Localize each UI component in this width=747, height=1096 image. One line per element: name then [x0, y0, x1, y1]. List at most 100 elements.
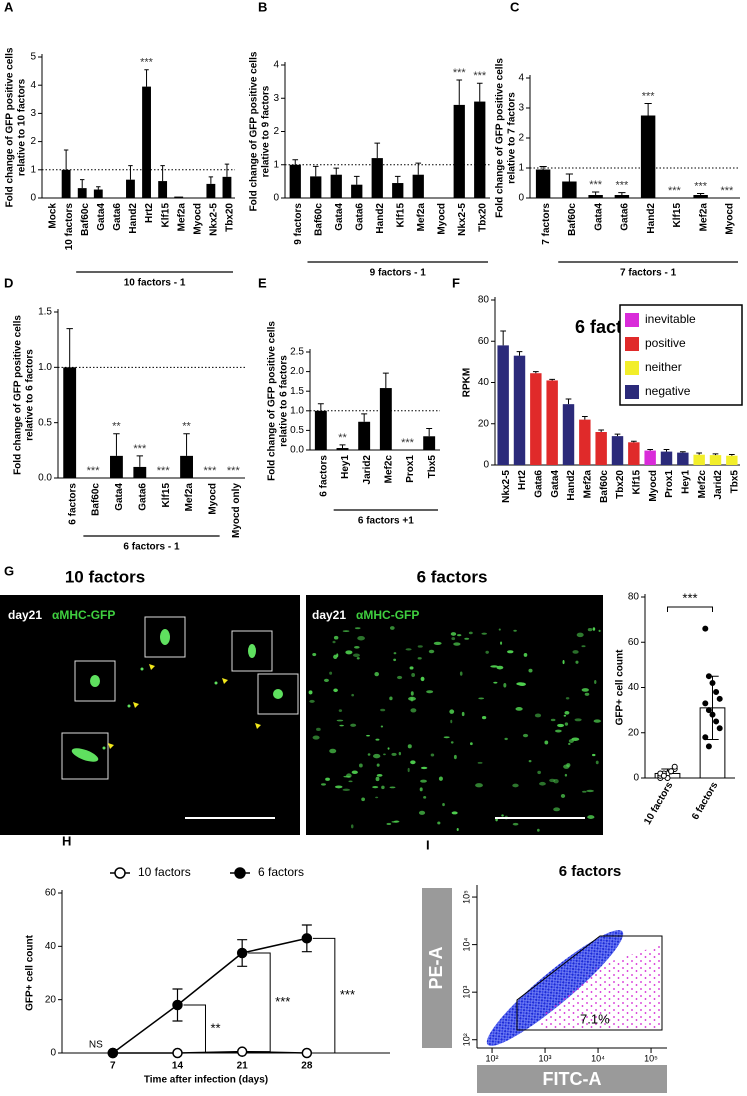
error-bar [317, 403, 324, 411]
y-tick-label: 0 [518, 193, 524, 204]
cell-spot [477, 761, 483, 764]
bar [640, 115, 656, 198]
y-tick-label: 3 [30, 108, 36, 119]
cell-spot [410, 708, 417, 713]
legend-marker [114, 867, 126, 879]
arrowheads [108, 664, 261, 749]
image-title: 10 factors [65, 567, 145, 586]
data-point [671, 763, 678, 770]
cell-spot [333, 635, 339, 640]
data-point [716, 725, 723, 732]
error-bar [565, 398, 572, 405]
y-tick-label: 1 [273, 159, 279, 170]
cell-spot [342, 630, 350, 632]
cell-spot [528, 668, 533, 673]
bar [61, 169, 71, 198]
bar [726, 455, 738, 465]
cell-spot [398, 751, 402, 756]
x-tick-label: 10⁵ [644, 1053, 658, 1063]
error-bar [128, 165, 133, 180]
bar [289, 164, 301, 198]
image-title: 6 factors [417, 567, 488, 586]
bar [530, 373, 542, 465]
significance: *** [401, 437, 415, 449]
error-bar [353, 175, 360, 185]
cell-spot [594, 680, 597, 684]
group-label: 9 factors - 1 [370, 268, 427, 279]
error-bar [415, 162, 422, 175]
error-bar [224, 163, 230, 177]
cell-spot [329, 671, 333, 675]
cell-spot [354, 646, 360, 649]
bar [412, 174, 424, 198]
image-marker: αMHC-GFP [52, 608, 115, 622]
data-point [705, 743, 712, 750]
significance: *** [204, 465, 218, 477]
group-label: 6 factors - 1 [123, 542, 180, 553]
cell-spot [537, 828, 540, 832]
category-label: Gata4 [114, 483, 125, 511]
category-label: Mef2a [416, 203, 427, 232]
error-bar [663, 449, 670, 452]
category-label: Hand2 [375, 203, 386, 234]
cell-spot [592, 627, 596, 631]
cell-spot [407, 744, 412, 749]
cell-spot [581, 688, 589, 692]
error-bar [292, 159, 299, 165]
bar [423, 436, 436, 450]
significance: *** [453, 67, 467, 79]
panel-label: E [258, 275, 267, 290]
y-axis-label: Fold change of GFP positive cells [495, 58, 506, 218]
x-axis-label: FITC-A [543, 1069, 602, 1089]
cell-spot [351, 770, 358, 775]
y-tick-label: 0 [273, 193, 279, 204]
significance: *** [340, 987, 355, 1002]
y-tick-label: 0.5 [290, 425, 304, 436]
cell-spot [564, 710, 570, 715]
cell-spot [380, 708, 386, 712]
y-tick-label: 2 [518, 133, 524, 144]
cell-spot [405, 648, 412, 651]
category-label: Hey1 [680, 470, 691, 494]
cell-spot [338, 709, 343, 712]
error-bar [712, 453, 719, 456]
significance: *** [87, 465, 101, 477]
cell-spot [581, 645, 586, 648]
y-tick-label: 0 [50, 1048, 56, 1059]
significance-bracket [183, 1004, 206, 1054]
cell-spot [376, 763, 380, 767]
cell-spot [356, 657, 360, 660]
legend-swatch [625, 385, 639, 399]
bar [206, 183, 216, 198]
significance: *** [140, 57, 154, 69]
y-axis-label: GFP+ cell count [25, 934, 36, 1011]
panel-label: B [258, 0, 267, 14]
significance: *** [157, 465, 171, 477]
data-point [705, 673, 712, 680]
data-point [660, 772, 667, 779]
category-label: Klf15 [395, 203, 406, 228]
cell-spot [459, 671, 463, 676]
error-bar [679, 451, 686, 453]
cell-spot [574, 718, 582, 722]
legend-label: neither [645, 360, 682, 374]
cell-spot [550, 718, 556, 722]
category-label: 9 factors [293, 203, 304, 245]
y-tick-label: 60 [628, 637, 640, 648]
panel-label: H [62, 833, 71, 848]
cell-spot [572, 650, 579, 654]
bar [611, 436, 624, 465]
significance: NS [89, 1040, 103, 1051]
cell-spot [485, 650, 489, 654]
cell-spot [397, 675, 403, 680]
bar [174, 196, 184, 198]
cell-spot [504, 737, 508, 741]
cell-spot [418, 810, 426, 815]
cell-spot [451, 811, 458, 815]
y-tick-label: 2.0 [290, 366, 304, 377]
cell-spot [351, 693, 354, 697]
group-label: 7 factors - 1 [620, 268, 677, 279]
category-label: Gata4 [550, 470, 561, 498]
y-tick-label: 20 [45, 994, 57, 1005]
category-label: Gata6 [620, 203, 631, 231]
